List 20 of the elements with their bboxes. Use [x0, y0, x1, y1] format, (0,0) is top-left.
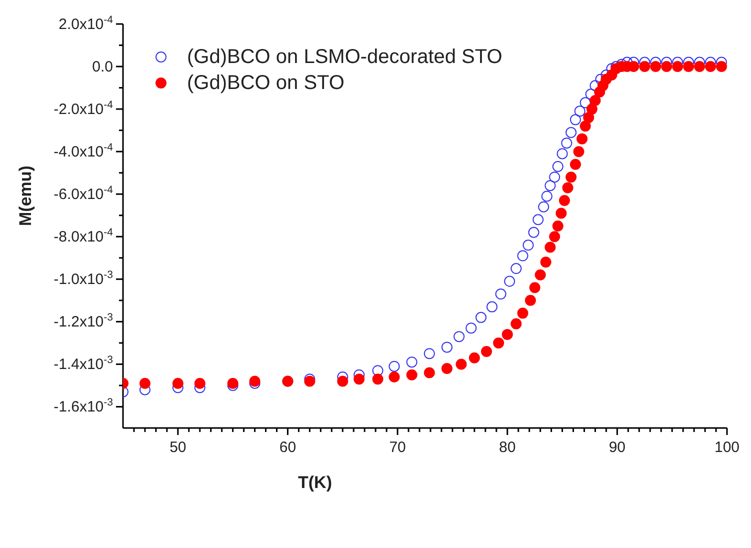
x-tick-label: 60 [279, 439, 296, 456]
x-tick-label: 90 [608, 439, 626, 456]
x-tick-label: 50 [170, 439, 186, 456]
y-tick-label: -1.4x10$^{-3}$ [54, 354, 114, 374]
y-tick-label: -6.0x10$^{-4}$ [54, 184, 114, 204]
y-tick-label: -1.6x10$^{-3}$ [54, 396, 114, 416]
y-tick-label: -2.0x10$^{-4}$ [54, 99, 114, 118]
x-tick-label: 80 [499, 439, 516, 456]
y-tick-label: 2.0x10$^{-4}$ [58, 14, 114, 33]
y-tick-label: 0.0 [92, 58, 113, 76]
legend-label: (Gd)BCO on LSMO-decorated STO [187, 46, 502, 68]
y-tick-label: -4.0x10$^{-4}$ [54, 142, 114, 161]
y-tick-label: -8.0x10$^{-4}$ [54, 226, 114, 246]
x-tick-label: 70 [389, 439, 406, 456]
x-tick-label: 100 [714, 439, 740, 456]
y-axis-title: M(emu) [16, 166, 36, 226]
x-axis-title: T(K) [298, 473, 332, 492]
legend-label: (Gd)BCO on STO [187, 72, 344, 94]
y-tick-label: -1.0x10$^{-3}$ [54, 269, 114, 288]
y-tick-label: -1.2x10$^{-3}$ [54, 312, 114, 331]
